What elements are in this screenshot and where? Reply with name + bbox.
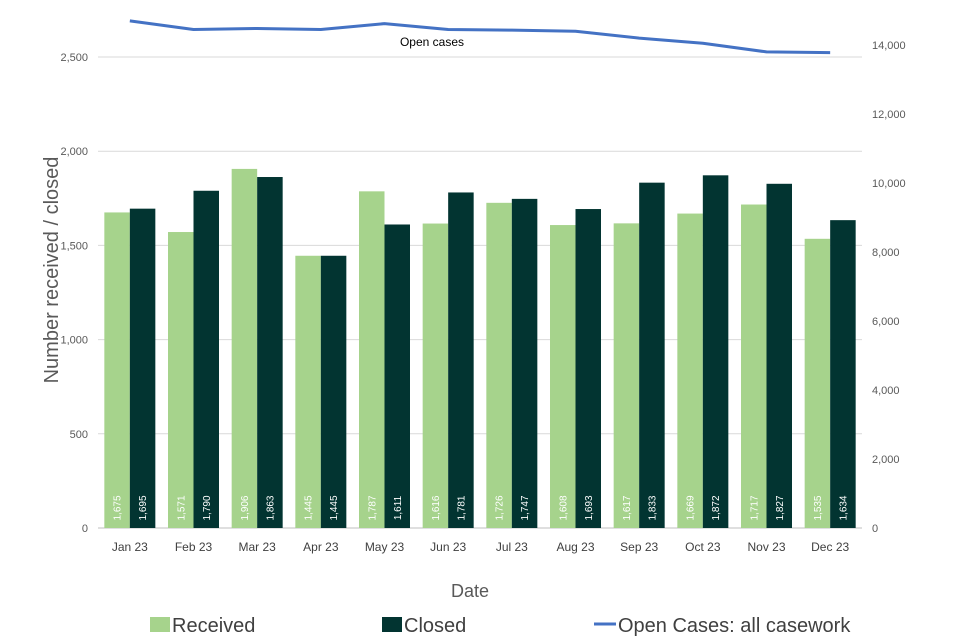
y-tick-label: 0 [82, 523, 88, 535]
data-label-closed: 1,781 [456, 495, 467, 520]
data-label-closed: 1,747 [520, 495, 531, 520]
data-label-received: 1,717 [749, 495, 760, 520]
bar-received [168, 232, 194, 528]
data-label-received: 1,787 [367, 495, 378, 520]
bar-closed [384, 224, 410, 528]
bar-received [550, 225, 576, 528]
data-label-closed: 1,872 [711, 495, 722, 520]
y2-tick-label: 14,000 [872, 40, 906, 52]
data-label-received: 1,906 [240, 495, 251, 520]
x-tick-label: Mar 23 [238, 540, 276, 554]
legend-label-open-cases: Open Cases: all casework [618, 615, 851, 637]
bar-closed [129, 208, 156, 529]
bar-closed [702, 175, 729, 529]
x-axis-title: Date [451, 581, 489, 601]
data-label-closed: 1,790 [202, 495, 213, 520]
bar-received [295, 255, 321, 528]
x-tick-label: Sep 23 [620, 540, 658, 554]
y-tick-label: 500 [70, 429, 88, 441]
data-label-closed: 1,693 [584, 495, 595, 520]
bar-received [486, 202, 512, 528]
data-label-closed: 1,827 [775, 495, 786, 520]
y2-tick-label: 4,000 [872, 385, 900, 397]
y2-tick-label: 12,000 [872, 109, 906, 121]
data-label-closed: 1,445 [329, 495, 340, 520]
y-tick-label: 1,500 [60, 240, 88, 252]
data-labels: 1,675 1,695 1,571 1,790 1,906 1,863 1,445 1,445… [113, 495, 850, 520]
bar-received [741, 204, 767, 528]
y-axis-title: Number received / closed [41, 157, 63, 384]
x-tick-label: Jul 23 [496, 540, 528, 554]
bars [104, 168, 856, 529]
line-annotation: Open cases [400, 35, 464, 49]
legend-swatch-received [150, 617, 170, 632]
legend: Received Closed Open Cases: all casework [150, 615, 851, 637]
x-tick-label: Jun 23 [430, 540, 466, 554]
data-label-closed: 1,695 [138, 495, 149, 520]
x-tick-label: Apr 23 [303, 540, 339, 554]
bar-closed [257, 177, 283, 528]
y-tick-label: 2,000 [60, 146, 88, 158]
bar-received [359, 191, 385, 528]
bar-received [804, 238, 831, 528]
y2-tick-label: 0 [872, 523, 878, 535]
x-tick-label: Jan 23 [112, 540, 148, 554]
bar-closed [511, 198, 538, 528]
open-cases-line-group [129, 19, 831, 55]
bar-received [677, 213, 703, 528]
data-label-received: 1,616 [431, 495, 442, 520]
gridlines [98, 56, 862, 529]
axes: 0 500 1,000 1,500 2,000 2,500 0 2,000 4,000 6,000… [60, 40, 905, 554]
data-label-received: 1,608 [558, 495, 569, 520]
x-tick-label: Oct 23 [685, 540, 721, 554]
bar-closed [639, 182, 665, 529]
open-cases-line [129, 19, 831, 55]
bar-closed [830, 220, 856, 528]
bar-closed [575, 209, 601, 528]
x-tick-label: Dec 23 [811, 540, 849, 554]
data-label-received: 1,669 [686, 495, 697, 520]
y2-tick-label: 2,000 [872, 454, 900, 466]
bar-received [613, 223, 640, 529]
data-label-received: 1,535 [813, 495, 824, 520]
x-tick-label: Aug 23 [556, 540, 594, 554]
bar-closed [448, 192, 474, 528]
bar-received [422, 223, 449, 528]
x-tick-label: May 23 [365, 540, 405, 554]
bar-closed [320, 255, 347, 528]
bar-received [104, 212, 130, 528]
bar-closed [766, 183, 792, 528]
bar-closed [193, 190, 219, 528]
legend-label-received: Received [172, 615, 255, 637]
legend-label-closed: Closed [404, 615, 466, 637]
data-label-received: 1,571 [176, 495, 187, 520]
data-label-received: 1,617 [622, 495, 633, 520]
data-label-closed: 1,833 [647, 495, 658, 520]
data-label-closed: 1,634 [838, 495, 849, 520]
x-tick-label: Nov 23 [747, 540, 785, 554]
data-label-received: 1,445 [304, 495, 315, 520]
x-tick-label: Feb 23 [175, 540, 213, 554]
y2-tick-label: 6,000 [872, 316, 900, 328]
data-label-closed: 1,863 [265, 495, 276, 520]
legend-swatch-closed [382, 617, 402, 632]
y2-tick-label: 8,000 [872, 247, 900, 259]
bar-received [231, 168, 258, 528]
data-label-received: 1,675 [113, 495, 124, 520]
y2-tick-label: 10,000 [872, 178, 906, 190]
data-label-closed: 1,611 [393, 495, 404, 520]
data-label-received: 1,726 [495, 495, 506, 520]
y-tick-label: 2,500 [60, 52, 88, 64]
y-tick-label: 1,000 [60, 335, 88, 347]
